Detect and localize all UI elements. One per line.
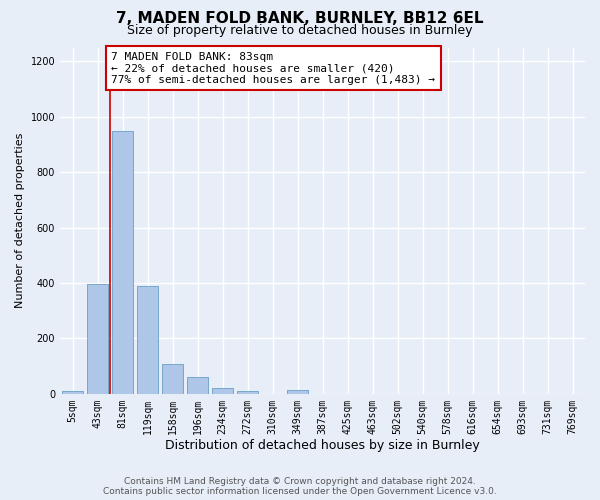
- X-axis label: Distribution of detached houses by size in Burnley: Distribution of detached houses by size …: [165, 440, 480, 452]
- Bar: [112, 130, 133, 394]
- Y-axis label: Number of detached properties: Number of detached properties: [15, 133, 25, 308]
- Text: 7, MADEN FOLD BANK, BURNLEY, BB12 6EL: 7, MADEN FOLD BANK, BURNLEY, BB12 6EL: [116, 11, 484, 26]
- Text: Size of property relative to detached houses in Burnley: Size of property relative to detached ho…: [127, 24, 473, 37]
- Bar: [137, 286, 158, 394]
- Text: Contains HM Land Registry data © Crown copyright and database right 2024.
Contai: Contains HM Land Registry data © Crown c…: [103, 476, 497, 496]
- Bar: [187, 377, 208, 394]
- Bar: [87, 284, 108, 394]
- Bar: [237, 390, 258, 394]
- Bar: [162, 364, 183, 394]
- Text: 7 MADEN FOLD BANK: 83sqm
← 22% of detached houses are smaller (420)
77% of semi-: 7 MADEN FOLD BANK: 83sqm ← 22% of detach…: [111, 52, 435, 85]
- Bar: [62, 390, 83, 394]
- Bar: [287, 390, 308, 394]
- Bar: [212, 388, 233, 394]
